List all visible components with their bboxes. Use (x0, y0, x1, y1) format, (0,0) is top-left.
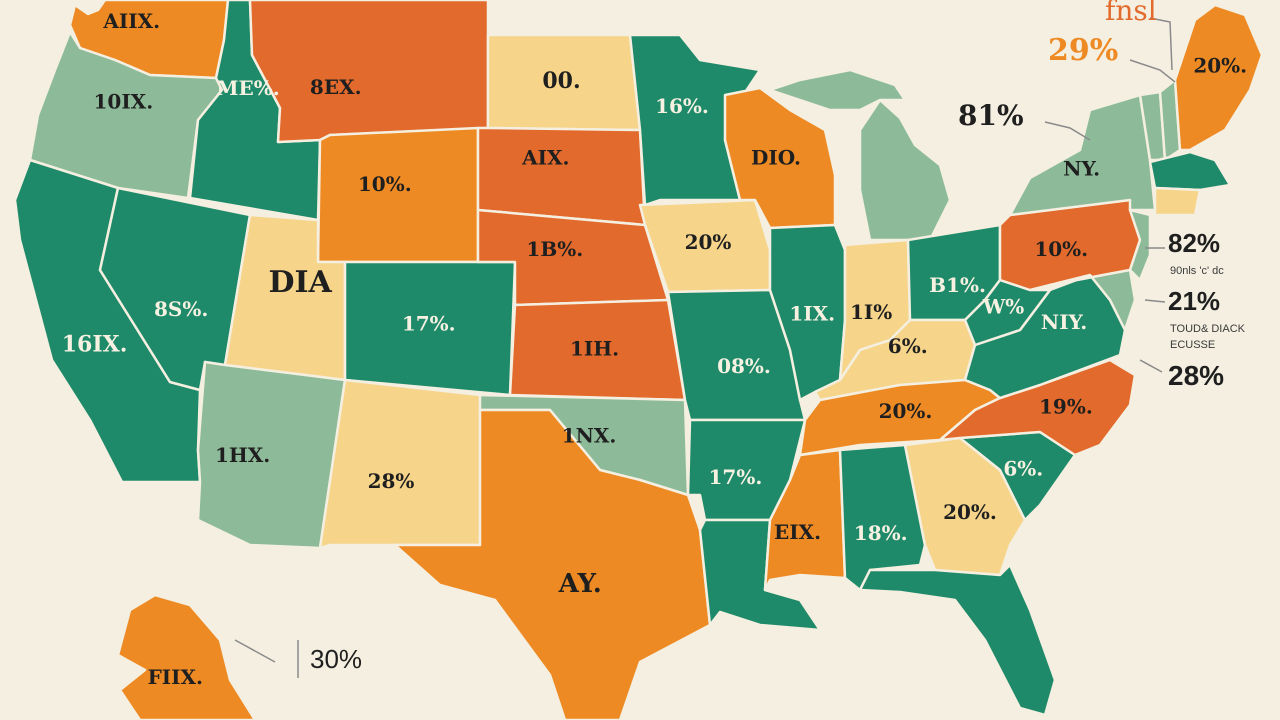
region-new-york (1008, 93, 1157, 217)
label-ca: 16IX. (62, 331, 128, 357)
region-north-carolina (938, 358, 1137, 457)
label-ak: FIIX. (148, 665, 203, 689)
label-tn: 20%. (879, 399, 933, 423)
label-mn: 16%. (655, 94, 709, 118)
region-connecticut (1153, 186, 1202, 217)
region-michigan (858, 98, 952, 242)
label-wv: W% (982, 294, 1024, 318)
label-az: 1HX. (215, 443, 270, 467)
region-south-dakota (476, 126, 647, 227)
label-wi: DIO. (751, 146, 801, 170)
label-or: 10IX. (93, 89, 153, 113)
region-florida (858, 563, 1057, 717)
callout-top-word: fnsl (1105, 0, 1157, 27)
region-michigan-upper (768, 68, 907, 112)
label-pa: 10%. (1034, 237, 1088, 261)
callout-east-1-note: 90nls 'c' dc (1170, 265, 1224, 277)
label-ky: 6%. (888, 334, 928, 358)
leader-east-3 (1139, 359, 1163, 373)
label-va: NIY. (1041, 310, 1087, 334)
callout-east-2: 21% (1168, 286, 1220, 316)
callout-east-2-note-1: TOUD& DIACK (1170, 323, 1246, 335)
leader-top (1149, 17, 1173, 71)
region-montana (248, 0, 490, 144)
callout-east-1: 82% (1168, 228, 1220, 258)
label-id: ME%. (216, 76, 279, 100)
label-ms: EIX. (774, 520, 821, 544)
label-me: 20%. (1193, 54, 1247, 78)
callouts: fnsl 29% 81% 82% 90nls 'c' dc 21% TOUD& … (234, 0, 1246, 678)
region-texas (393, 408, 712, 720)
callout-ne-pct: 29% (1048, 33, 1118, 68)
leader-east-2 (1144, 299, 1166, 303)
callout-alaska: 30% (310, 644, 362, 674)
label-ne: 1B%. (526, 237, 583, 261)
label-nv: 8S%. (154, 297, 208, 321)
region-maine (1173, 3, 1264, 152)
callout-east-2-note-2: ECUSSE (1170, 339, 1215, 351)
label-mo: 08%. (717, 354, 771, 378)
label-ga: 20%. (943, 500, 997, 524)
label-wa: AIIX. (102, 9, 160, 33)
label-wy: 10%. (358, 172, 412, 196)
callout-ne-mid: 81% (958, 99, 1024, 132)
label-il: 1IX. (789, 302, 835, 326)
leader-ne-pct (1129, 59, 1176, 83)
label-co: 17%. (402, 311, 456, 335)
label-tx: AY. (558, 569, 602, 599)
label-nd: 00. (542, 68, 580, 94)
region-west-virginia (963, 278, 1052, 347)
label-ut: DIA (269, 265, 333, 300)
label-sd: AIX. (521, 146, 569, 170)
label-ny: NY. (1063, 156, 1100, 180)
label-sc: 6%. (1003, 457, 1043, 481)
label-mt: 8EX. (310, 75, 362, 99)
label-ar: 17%. (709, 465, 763, 489)
label-nm: 28% (368, 469, 415, 493)
callout-east-3: 28% (1168, 360, 1224, 391)
leader-ne-mid (1044, 121, 1091, 141)
label-al: 18%. (854, 521, 908, 545)
label-nc: 19%. (1039, 395, 1093, 419)
label-ks: 1IH. (570, 337, 619, 361)
leader-alaska (234, 639, 276, 663)
label-in: 1I% (850, 300, 892, 324)
region-alaska (116, 593, 257, 720)
region-new-mexico (318, 378, 482, 550)
label-oh: B1%. (929, 273, 986, 297)
region-new-jersey (1128, 208, 1152, 282)
label-ok: 1NX. (562, 424, 617, 448)
label-ia: 20% (685, 230, 732, 254)
